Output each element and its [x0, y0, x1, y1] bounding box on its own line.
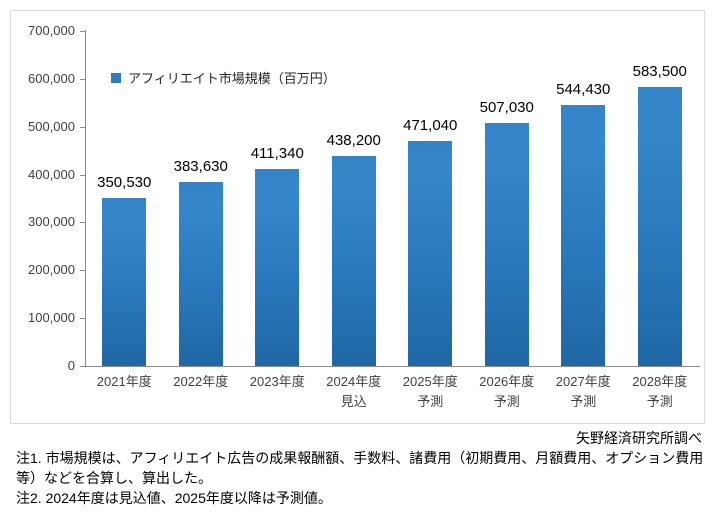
- y-axis-tick-label: 100,000: [28, 310, 75, 326]
- y-axis-tick-label: 300,000: [28, 214, 75, 230]
- x-axis-category-sublabel: 見込: [340, 394, 367, 409]
- x-axis-category-label: 2026年度: [479, 374, 535, 389]
- source-credit: 矢野経済研究所調べ: [576, 430, 702, 446]
- x-axis-category-label: 2027年度: [555, 374, 611, 389]
- y-axis-line: [85, 30, 86, 367]
- x-axis-category-label: 2024年度: [326, 374, 382, 389]
- bar-2025年度: [408, 141, 453, 366]
- bar-2028年度: [637, 87, 682, 366]
- y-axis-tick-mark: [80, 318, 86, 320]
- bar-value-label: 471,040: [403, 117, 458, 134]
- bar-2021年度: [102, 198, 147, 366]
- y-axis-tick-mark: [80, 126, 86, 128]
- y-axis-tick-label: 600,000: [28, 70, 75, 86]
- bar-2024年度: [331, 156, 376, 366]
- x-axis-category-label: 2023年度: [249, 374, 305, 389]
- y-axis-tick-label: 500,000: [28, 118, 75, 134]
- bar-value-label: 507,030: [479, 99, 534, 116]
- x-axis-category-sublabel: 予測: [646, 394, 673, 409]
- note-1: 注1. 市場規模は、アフィリエイト広告の成果報酬額、手数料、諸費用（初期費用、月…: [16, 450, 704, 486]
- bar-2026年度: [484, 123, 529, 366]
- legend-swatch-icon: [111, 72, 121, 83]
- y-axis-tick-label: 0: [67, 358, 75, 373]
- y-axis-tick-mark: [80, 31, 86, 32]
- note-2: 注2. 2024年度は見込値、2025年度以降は予測値。: [16, 490, 332, 506]
- x-axis-category-sublabel: 予測: [417, 394, 444, 409]
- bar-2023年度: [255, 169, 300, 366]
- bar-2027年度: [561, 105, 606, 366]
- legend: アフィリエイト市場規模（百万円）: [111, 68, 336, 87]
- y-axis-tick-mark: [80, 366, 86, 367]
- y-axis-tick-mark: [80, 174, 86, 176]
- bar-value-label: 383,630: [173, 158, 228, 175]
- x-axis-category-sublabel: 予測: [570, 394, 597, 409]
- x-axis-category-sublabel: 予測: [493, 394, 520, 409]
- y-axis-tick-mark: [80, 78, 86, 80]
- bar-2022年度: [178, 182, 223, 366]
- y-axis-tick-label: 400,000: [28, 166, 75, 182]
- legend-label: アフィリエイト市場規模（百万円）: [128, 71, 336, 86]
- bar-chart: 0 100,000 200,000 300,000 400,000 500,000 600,…: [10, 10, 705, 424]
- x-axis-category-label: 2028年度: [632, 374, 688, 389]
- x-axis-category-label: 2021年度: [96, 374, 152, 389]
- bar-value-label: 411,340: [250, 145, 304, 162]
- chart-footer: 矢野経済研究所調べ 注1. 市場規模は、アフィリエイト広告の成果報酬額、手数料、…: [16, 428, 704, 508]
- x-axis-category-label: 2025年度: [402, 374, 458, 389]
- x-axis-category-label: 2022年度: [173, 374, 229, 389]
- bar-value-label: 583,500: [632, 63, 687, 80]
- y-axis-tick-mark: [80, 270, 86, 272]
- y-axis-tick-label: 200,000: [28, 262, 75, 278]
- y-axis-tick-label: 700,000: [28, 23, 75, 38]
- bar-value-label: 438,200: [326, 132, 381, 149]
- plot-area: 350,530 383,630 411,340 438,200 471,040 507,0…: [86, 31, 698, 366]
- y-axis-tick-mark: [80, 222, 86, 224]
- bar-value-label: 544,430: [556, 81, 611, 98]
- bar-value-label: 350,530: [97, 174, 152, 191]
- x-axis-line: [85, 366, 700, 367]
